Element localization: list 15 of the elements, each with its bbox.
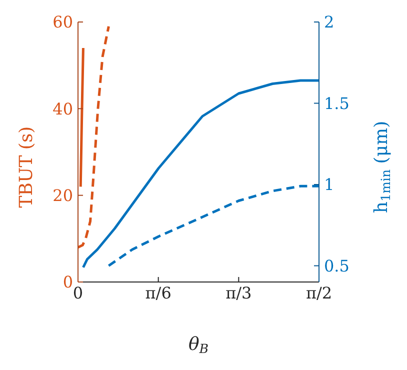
line-series — [78, 25, 110, 249]
y-tick-label: 40 — [52, 99, 73, 118]
y-tick-label: 60 — [52, 12, 73, 32]
y2-tick-label: 1 — [324, 175, 334, 194]
x-tick-label: π/2 — [306, 283, 332, 302]
y-axis-title: TBUT (s) — [16, 126, 37, 208]
x-axis-title: θ$_{B}$ — [188, 334, 209, 356]
line-series — [82, 79, 319, 269]
y2-tick-label: 2 — [324, 12, 334, 32]
y-tick-label: 20 — [52, 186, 73, 206]
y2-tick-label: 0.5 — [324, 256, 350, 276]
x-tick-label: π/3 — [226, 283, 252, 302]
line-series — [107, 184, 319, 267]
x-tick-label: π/6 — [145, 283, 172, 302]
y2-tick-label: 1.5 — [324, 94, 350, 113]
